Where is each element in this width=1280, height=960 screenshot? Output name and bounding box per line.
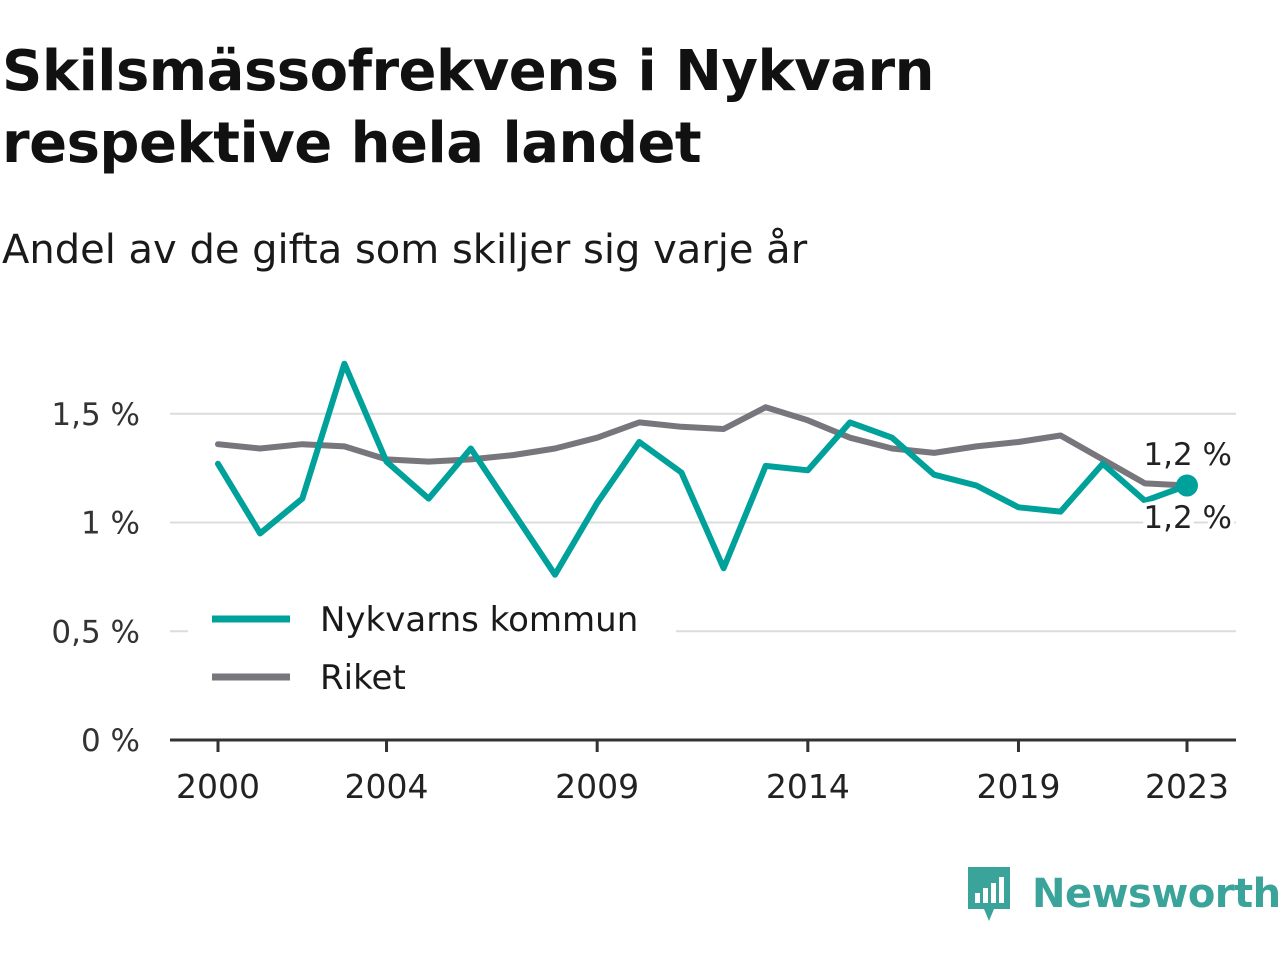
legend: Nykvarns kommun Riket — [188, 592, 676, 718]
x-tick-label: 2014 — [766, 767, 850, 806]
y-tick-label: 0,5 % — [51, 614, 140, 650]
newsworthy-logo-icon — [968, 867, 1010, 921]
x-axis: 2000 2004 2009 2014 2019 2023 — [170, 738, 1236, 806]
end-point-marker — [1176, 474, 1198, 497]
chart-subtitle: Andel av de gifta som skiljer sig varje … — [2, 227, 808, 273]
series-line-riket — [215, 404, 1190, 489]
y-tick-label: 1 % — [81, 506, 140, 542]
chart-title: Skilsmässofrekvens i Nykvarn respektive … — [2, 39, 935, 176]
end-label-nykvarn: 1,2 % — [1143, 500, 1232, 536]
end-labels: 1,2 % 1,2 % — [1139, 433, 1236, 540]
series-lines — [215, 360, 1198, 578]
y-tick-label: 1,5 % — [51, 397, 140, 433]
x-tick-label: 2004 — [345, 767, 429, 806]
series-line-nykvarn — [215, 360, 1190, 578]
legend-background — [188, 592, 676, 718]
brand-logo: Newsworthy — [964, 862, 1280, 926]
x-tick-label: 2000 — [176, 767, 260, 806]
brand-name: Newsworthy — [1032, 871, 1280, 917]
legend-label: Nykvarns kommun — [320, 600, 638, 640]
x-tick-label: 2019 — [976, 767, 1060, 806]
x-tick-label: 2023 — [1145, 767, 1229, 806]
x-tick-label: 2009 — [555, 767, 639, 806]
end-label-riket: 1,2 % — [1143, 437, 1232, 473]
legend-label: Riket — [320, 658, 406, 698]
y-axis: 0 % 0,5 % 1 % 1,5 % — [51, 397, 140, 759]
y-tick-label: 0 % — [81, 723, 140, 759]
